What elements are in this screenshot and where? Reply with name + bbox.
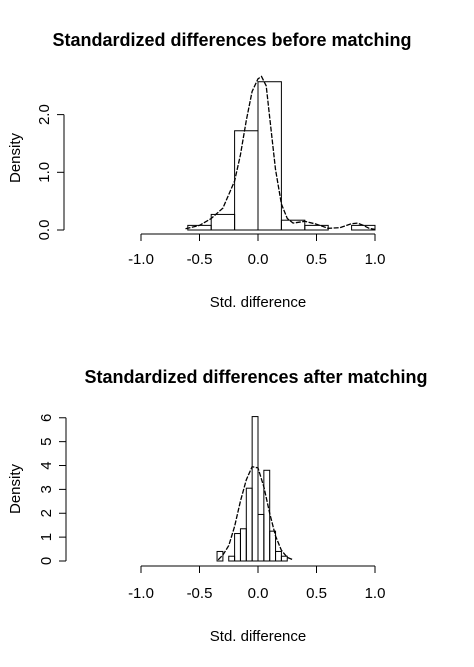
- x-tick-label: 0.0: [248, 251, 269, 268]
- y-tick-label: 0.0: [36, 220, 53, 241]
- density-curve: [185, 75, 376, 231]
- x-tick-label: -0.5: [187, 585, 213, 602]
- y-tick-label: 3: [38, 485, 55, 493]
- histogram-bar: [210, 213, 236, 231]
- x-tick-label: 0.5: [306, 251, 327, 268]
- histogram-bars: [187, 81, 376, 231]
- chart-title: Standardized differences before matching: [52, 30, 411, 50]
- histogram-bar: [245, 487, 253, 562]
- histogram-bars: [216, 416, 288, 562]
- x-tick-label: 0.5: [306, 585, 327, 602]
- histogram-bar: [228, 555, 236, 562]
- x-axis: -1.0 -0.5 0.0 0.5 1.0: [128, 565, 386, 602]
- y-tick-label: 4: [38, 461, 55, 469]
- y-tick-label: 2.0: [36, 104, 53, 125]
- y-tick-label: 1.0: [36, 162, 53, 183]
- histogram-bar: [257, 513, 265, 562]
- y-tick-label: 2: [38, 509, 55, 517]
- y-axis-label: Density: [7, 132, 24, 183]
- x-tick-label: 1.0: [365, 251, 386, 268]
- histogram-bar: [275, 550, 282, 562]
- histogram-bar: [280, 219, 306, 231]
- chart-after-matching: Standardized differences after matching …: [7, 367, 428, 645]
- x-axis: -1.0 -0.5 0.0 0.5 1.0: [128, 233, 386, 268]
- x-tick-label: -0.5: [187, 251, 213, 268]
- y-tick-label: 1: [38, 533, 55, 541]
- x-tick-label: -1.0: [128, 251, 154, 268]
- histogram-bar: [216, 550, 224, 562]
- histogram-bar: [187, 224, 212, 231]
- y-tick-label: 0: [38, 557, 55, 565]
- y-axis-label: Density: [7, 463, 24, 514]
- chart-before-matching: Standardized differences before matching…: [7, 30, 412, 311]
- histogram-bar: [280, 555, 288, 562]
- histogram-bar: [239, 528, 247, 562]
- histogram-bar: [234, 533, 241, 562]
- histogram-bar: [234, 130, 259, 231]
- density-curve: [217, 465, 294, 561]
- x-axis-label: Std. difference: [210, 294, 306, 311]
- y-tick-label: 5: [38, 437, 55, 445]
- histogram-bar: [251, 416, 259, 562]
- histogram-bar: [263, 469, 271, 562]
- y-axis: 0 1 2 3 4 5 6: [38, 414, 67, 565]
- histogram-bar: [257, 81, 282, 231]
- y-axis: 0.0 1.0 2.0: [36, 104, 65, 241]
- histogram-bar: [269, 530, 277, 562]
- y-tick-label: 6: [38, 414, 55, 422]
- x-tick-label: 1.0: [365, 585, 386, 602]
- x-tick-label: 0.0: [248, 585, 269, 602]
- x-axis-label: Std. difference: [210, 628, 306, 645]
- x-tick-label: -1.0: [128, 585, 154, 602]
- chart-title: Standardized differences after matching: [84, 367, 427, 387]
